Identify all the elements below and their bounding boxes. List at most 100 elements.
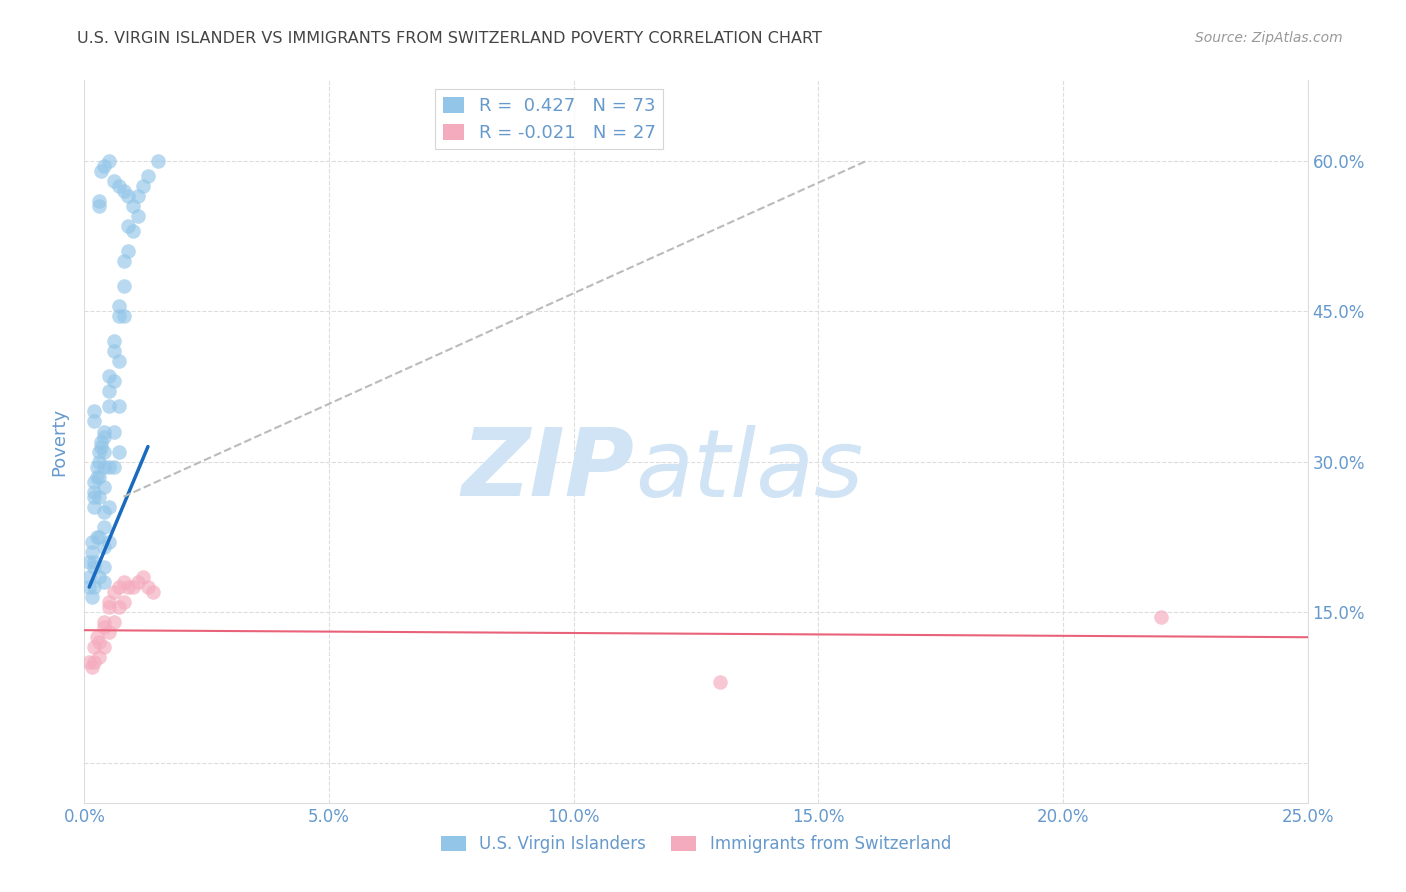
Point: [83, 555, 105, 569]
Point: [93, 425, 115, 439]
Point: [103, 344, 125, 359]
Point: [80, 535, 103, 549]
Point: [107, 600, 129, 615]
Point: [146, 153, 169, 168]
Point: [80, 590, 103, 604]
Point: [117, 244, 139, 258]
Point: [83, 414, 105, 429]
Point: [83, 580, 105, 594]
Point: [112, 309, 135, 323]
Point: [132, 178, 155, 193]
Point: [127, 575, 149, 590]
Point: [107, 444, 129, 458]
Point: [93, 505, 115, 519]
Point: [97, 500, 120, 514]
Point: [112, 575, 135, 590]
Point: [93, 520, 115, 534]
Point: [122, 199, 145, 213]
Point: [77, 570, 100, 584]
Point: [87, 490, 110, 504]
Point: [103, 174, 125, 188]
Point: [90, 163, 112, 178]
Text: U.S. VIRGIN ISLANDER VS IMMIGRANTS FROM SWITZERLAND POVERTY CORRELATION CHART: U.S. VIRGIN ISLANDER VS IMMIGRANTS FROM …: [77, 31, 823, 46]
Point: [83, 475, 105, 489]
Point: [1150, 610, 1173, 624]
Point: [127, 209, 149, 223]
Point: [107, 354, 129, 368]
Point: [112, 595, 135, 609]
Point: [117, 188, 139, 202]
Point: [93, 615, 115, 630]
Point: [122, 224, 145, 238]
Point: [103, 585, 125, 599]
Point: [83, 655, 105, 669]
Point: [77, 655, 100, 669]
Point: [90, 440, 112, 454]
Point: [87, 530, 110, 544]
Text: ZIP: ZIP: [463, 425, 636, 516]
Y-axis label: Poverty: Poverty: [51, 408, 69, 475]
Legend: U.S. Virgin Islanders, Immigrants from Switzerland: U.S. Virgin Islanders, Immigrants from S…: [434, 828, 957, 860]
Point: [93, 444, 115, 458]
Point: [132, 570, 155, 584]
Point: [107, 580, 129, 594]
Point: [80, 545, 103, 559]
Point: [86, 469, 108, 483]
Point: [112, 184, 135, 198]
Point: [83, 560, 105, 574]
Point: [127, 188, 149, 202]
Point: [97, 459, 120, 474]
Point: [90, 434, 112, 449]
Point: [103, 459, 125, 474]
Point: [107, 178, 129, 193]
Point: [103, 375, 125, 389]
Point: [87, 194, 110, 208]
Point: [93, 640, 115, 655]
Point: [77, 580, 100, 594]
Point: [93, 480, 115, 494]
Point: [97, 535, 120, 549]
Point: [103, 334, 125, 349]
Point: [107, 400, 129, 414]
Point: [93, 540, 115, 554]
Point: [136, 580, 159, 594]
Point: [112, 279, 135, 293]
Point: [97, 384, 120, 399]
Point: [86, 459, 108, 474]
Point: [83, 484, 105, 499]
Point: [117, 580, 139, 594]
Point: [87, 635, 110, 649]
Point: [87, 199, 110, 213]
Point: [87, 650, 110, 665]
Point: [83, 490, 105, 504]
Point: [93, 159, 115, 173]
Point: [103, 615, 125, 630]
Point: [83, 640, 105, 655]
Text: Source: ZipAtlas.com: Source: ZipAtlas.com: [1195, 31, 1343, 45]
Point: [93, 429, 115, 443]
Point: [142, 585, 165, 599]
Point: [97, 595, 120, 609]
Point: [86, 630, 108, 644]
Point: [97, 625, 120, 640]
Point: [93, 560, 115, 574]
Point: [87, 455, 110, 469]
Text: atlas: atlas: [636, 425, 863, 516]
Point: [97, 153, 120, 168]
Point: [107, 309, 129, 323]
Point: [117, 219, 139, 233]
Point: [86, 530, 108, 544]
Point: [77, 555, 100, 569]
Point: [709, 675, 731, 690]
Point: [97, 369, 120, 384]
Point: [93, 459, 115, 474]
Point: [93, 575, 115, 590]
Point: [97, 600, 120, 615]
Point: [136, 169, 159, 183]
Point: [97, 400, 120, 414]
Point: [87, 570, 110, 584]
Point: [83, 500, 105, 514]
Point: [87, 444, 110, 458]
Point: [107, 299, 129, 313]
Point: [112, 254, 135, 268]
